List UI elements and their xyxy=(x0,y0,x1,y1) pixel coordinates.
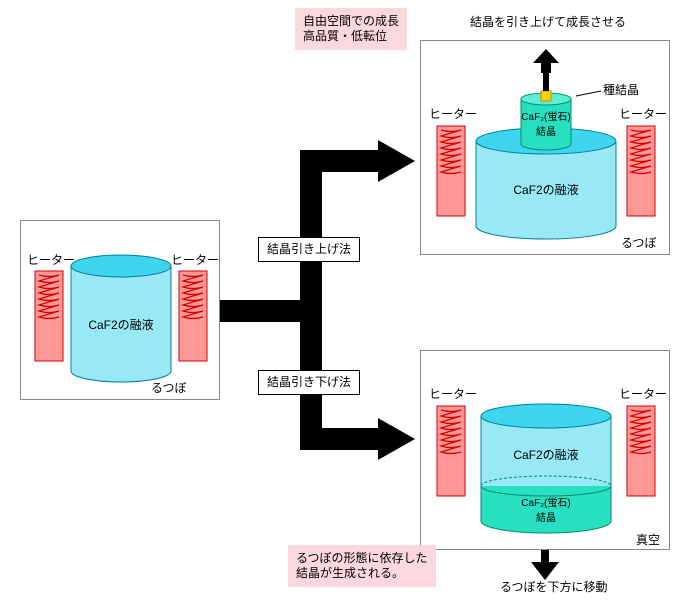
melt-label-top: CaF2の融液 xyxy=(496,181,596,198)
heater-label-tl: ヒーター xyxy=(429,107,477,122)
crystal-label-bottom: CaF₂(蛍石) 結晶 xyxy=(496,494,596,524)
heater-label-l: ヒーター xyxy=(27,253,75,268)
heater-label-tr: ヒーター xyxy=(619,107,667,122)
panel-top-svg xyxy=(421,41,671,256)
heater-right xyxy=(179,271,207,361)
seed-label: 種結晶 xyxy=(603,83,639,98)
crystal-label-top: CaF₂(蛍石) 結晶 xyxy=(521,108,571,138)
down-arrow-icon xyxy=(531,550,559,580)
seed-crystal xyxy=(541,91,551,101)
method-up-box: 結晶引き上げ法 xyxy=(258,237,360,262)
crucible-label-top: るつぼ xyxy=(621,236,657,251)
pink-top-box: 自由空間での成長 高品質・低転位 xyxy=(295,8,407,50)
panel-bottom: ヒーター ヒーター CaF2の融液 CaF₂(蛍石) 結晶 真空 xyxy=(420,350,670,550)
heater-label-br: ヒーター xyxy=(619,387,667,402)
pink-bottom-box: るつぼの形態に依存した 結晶が生成される。 xyxy=(288,545,436,587)
heater-left-bottom xyxy=(437,406,465,496)
panel-left: ヒーター ヒーター CaF2の融液 るつぼ xyxy=(20,220,220,400)
heater-right-top xyxy=(627,126,655,216)
method-down-box: 結晶引き下げ法 xyxy=(258,370,360,395)
heater-label-bl: ヒーター xyxy=(429,387,477,402)
panel-top: ヒーター ヒーター 種結晶 CaF₂(蛍石) 結晶 CaF2の融液 るつぼ xyxy=(420,40,670,255)
heater-right-bottom xyxy=(627,406,655,496)
heater-label-r: ヒーター xyxy=(171,253,219,268)
pull-up-text: 結晶を引き上げて成長させる xyxy=(470,15,626,30)
panel-left-svg xyxy=(21,221,221,401)
melt-label-left: CaF2の融液 xyxy=(71,316,171,333)
melt-label-bottom: CaF2の融液 xyxy=(496,446,596,463)
heater-left-top xyxy=(437,126,465,216)
pull-down-text: るつぼを下方に移動 xyxy=(500,580,608,595)
branch-arrow-icon xyxy=(220,140,415,460)
up-arrow-icon xyxy=(533,49,559,73)
crucible-label-left: るつぼ xyxy=(151,381,187,396)
vacuum-label: 真空 xyxy=(636,533,660,548)
heater-left xyxy=(35,271,63,361)
